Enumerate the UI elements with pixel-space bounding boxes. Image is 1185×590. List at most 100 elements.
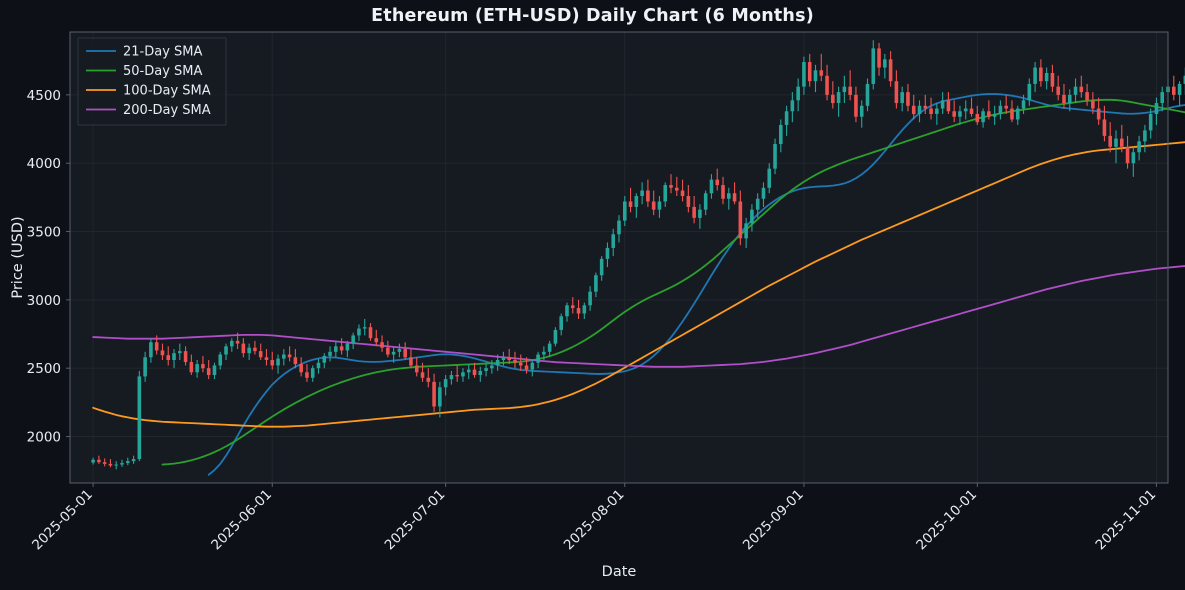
- candlestick[interactable]: [946, 92, 951, 114]
- candlestick[interactable]: [189, 354, 194, 376]
- candlestick[interactable]: [1056, 75, 1060, 101]
- candlestick[interactable]: [409, 349, 413, 369]
- candlestick[interactable]: [495, 354, 500, 371]
- candlestick[interactable]: [559, 313, 564, 336]
- candlestick[interactable]: [588, 286, 592, 311]
- candlestick[interactable]: [784, 105, 789, 136]
- candlestick[interactable]: [426, 368, 431, 388]
- candlestick[interactable]: [120, 459, 124, 467]
- candlestick[interactable]: [212, 362, 217, 380]
- candlestick[interactable]: [842, 75, 847, 104]
- candlestick[interactable]: [125, 457, 130, 466]
- candlestick[interactable]: [1125, 135, 1130, 169]
- candlestick[interactable]: [940, 92, 945, 114]
- candlestick[interactable]: [449, 370, 454, 385]
- candlestick[interactable]: [247, 343, 251, 360]
- candlestick[interactable]: [779, 119, 783, 153]
- candlestick[interactable]: [669, 174, 673, 194]
- candlestick[interactable]: [674, 176, 679, 196]
- candlestick[interactable]: [1079, 75, 1084, 98]
- candlestick[interactable]: [1096, 97, 1101, 125]
- candlestick[interactable]: [553, 327, 558, 347]
- candlestick[interactable]: [692, 196, 696, 224]
- candlestick[interactable]: [1044, 67, 1049, 90]
- candlestick[interactable]: [599, 256, 604, 281]
- candlestick[interactable]: [258, 343, 263, 360]
- candlestick[interactable]: [201, 355, 205, 373]
- candlestick[interactable]: [622, 196, 627, 227]
- candlestick[interactable]: [807, 53, 812, 87]
- candlestick[interactable]: [1027, 78, 1032, 106]
- candlestick[interactable]: [1119, 124, 1124, 153]
- candlestick[interactable]: [686, 185, 691, 213]
- candlestick[interactable]: [871, 40, 876, 90]
- candlestick[interactable]: [299, 357, 303, 377]
- candlestick[interactable]: [906, 83, 910, 112]
- candlestick[interactable]: [264, 349, 269, 366]
- candlestick[interactable]: [420, 362, 425, 382]
- candlestick[interactable]: [698, 204, 702, 229]
- candlestick[interactable]: [628, 187, 633, 213]
- candlestick[interactable]: [172, 349, 176, 369]
- candlestick[interactable]: [1021, 94, 1026, 114]
- candlestick[interactable]: [750, 204, 754, 232]
- candlestick[interactable]: [1050, 64, 1055, 93]
- candlestick[interactable]: [969, 97, 974, 117]
- candlestick[interactable]: [1131, 146, 1136, 177]
- candlestick[interactable]: [802, 56, 806, 95]
- candlestick[interactable]: [530, 360, 535, 377]
- plot-area[interactable]: [70, 32, 1168, 483]
- candlestick[interactable]: [663, 182, 668, 207]
- candlestick[interactable]: [507, 349, 511, 365]
- candlestick[interactable]: [594, 272, 598, 298]
- candlestick[interactable]: [744, 217, 748, 248]
- candlestick[interactable]: [917, 100, 922, 123]
- candlestick[interactable]: [91, 457, 95, 465]
- candlestick[interactable]: [877, 42, 881, 76]
- candlestick[interactable]: [218, 351, 223, 370]
- candlestick[interactable]: [773, 138, 777, 175]
- candlestick[interactable]: [1183, 67, 1185, 95]
- candlestick[interactable]: [1143, 124, 1147, 153]
- candlestick[interactable]: [351, 332, 355, 350]
- candlestick[interactable]: [1137, 135, 1141, 161]
- candlestick[interactable]: [154, 335, 159, 355]
- candlestick[interactable]: [605, 242, 610, 268]
- candlestick[interactable]: [490, 360, 494, 374]
- candlestick[interactable]: [305, 364, 309, 382]
- candlestick[interactable]: [703, 190, 708, 216]
- candlestick[interactable]: [536, 351, 540, 369]
- candlestick[interactable]: [836, 86, 841, 117]
- candlestick[interactable]: [316, 358, 321, 374]
- candlestick[interactable]: [721, 176, 725, 205]
- candlestick[interactable]: [1177, 81, 1182, 106]
- candlestick[interactable]: [414, 357, 419, 377]
- candlestick[interactable]: [1108, 122, 1113, 153]
- candlestick[interactable]: [322, 353, 327, 369]
- candlestick[interactable]: [1067, 89, 1072, 112]
- candlestick[interactable]: [334, 340, 338, 358]
- candlestick[interactable]: [432, 373, 436, 412]
- candlestick[interactable]: [900, 86, 904, 112]
- candlestick[interactable]: [391, 346, 396, 363]
- candlestick[interactable]: [461, 368, 465, 382]
- candlestick[interactable]: [374, 329, 379, 347]
- candlestick[interactable]: [287, 346, 292, 362]
- candlestick[interactable]: [241, 338, 246, 358]
- candlestick[interactable]: [455, 365, 459, 382]
- candlestick[interactable]: [831, 81, 835, 109]
- candlestick[interactable]: [518, 354, 523, 371]
- candlestick[interactable]: [484, 364, 488, 377]
- candlestick[interactable]: [1171, 75, 1176, 101]
- candlestick[interactable]: [1062, 83, 1066, 109]
- candlestick[interactable]: [501, 351, 506, 366]
- candlestick[interactable]: [923, 94, 928, 114]
- candlestick[interactable]: [224, 343, 228, 360]
- candlestick[interactable]: [715, 168, 720, 191]
- candlestick[interactable]: [443, 375, 448, 396]
- candlestick[interactable]: [790, 92, 795, 123]
- candlestick[interactable]: [1010, 100, 1014, 123]
- candlestick[interactable]: [640, 182, 644, 205]
- candlestick[interactable]: [131, 455, 136, 464]
